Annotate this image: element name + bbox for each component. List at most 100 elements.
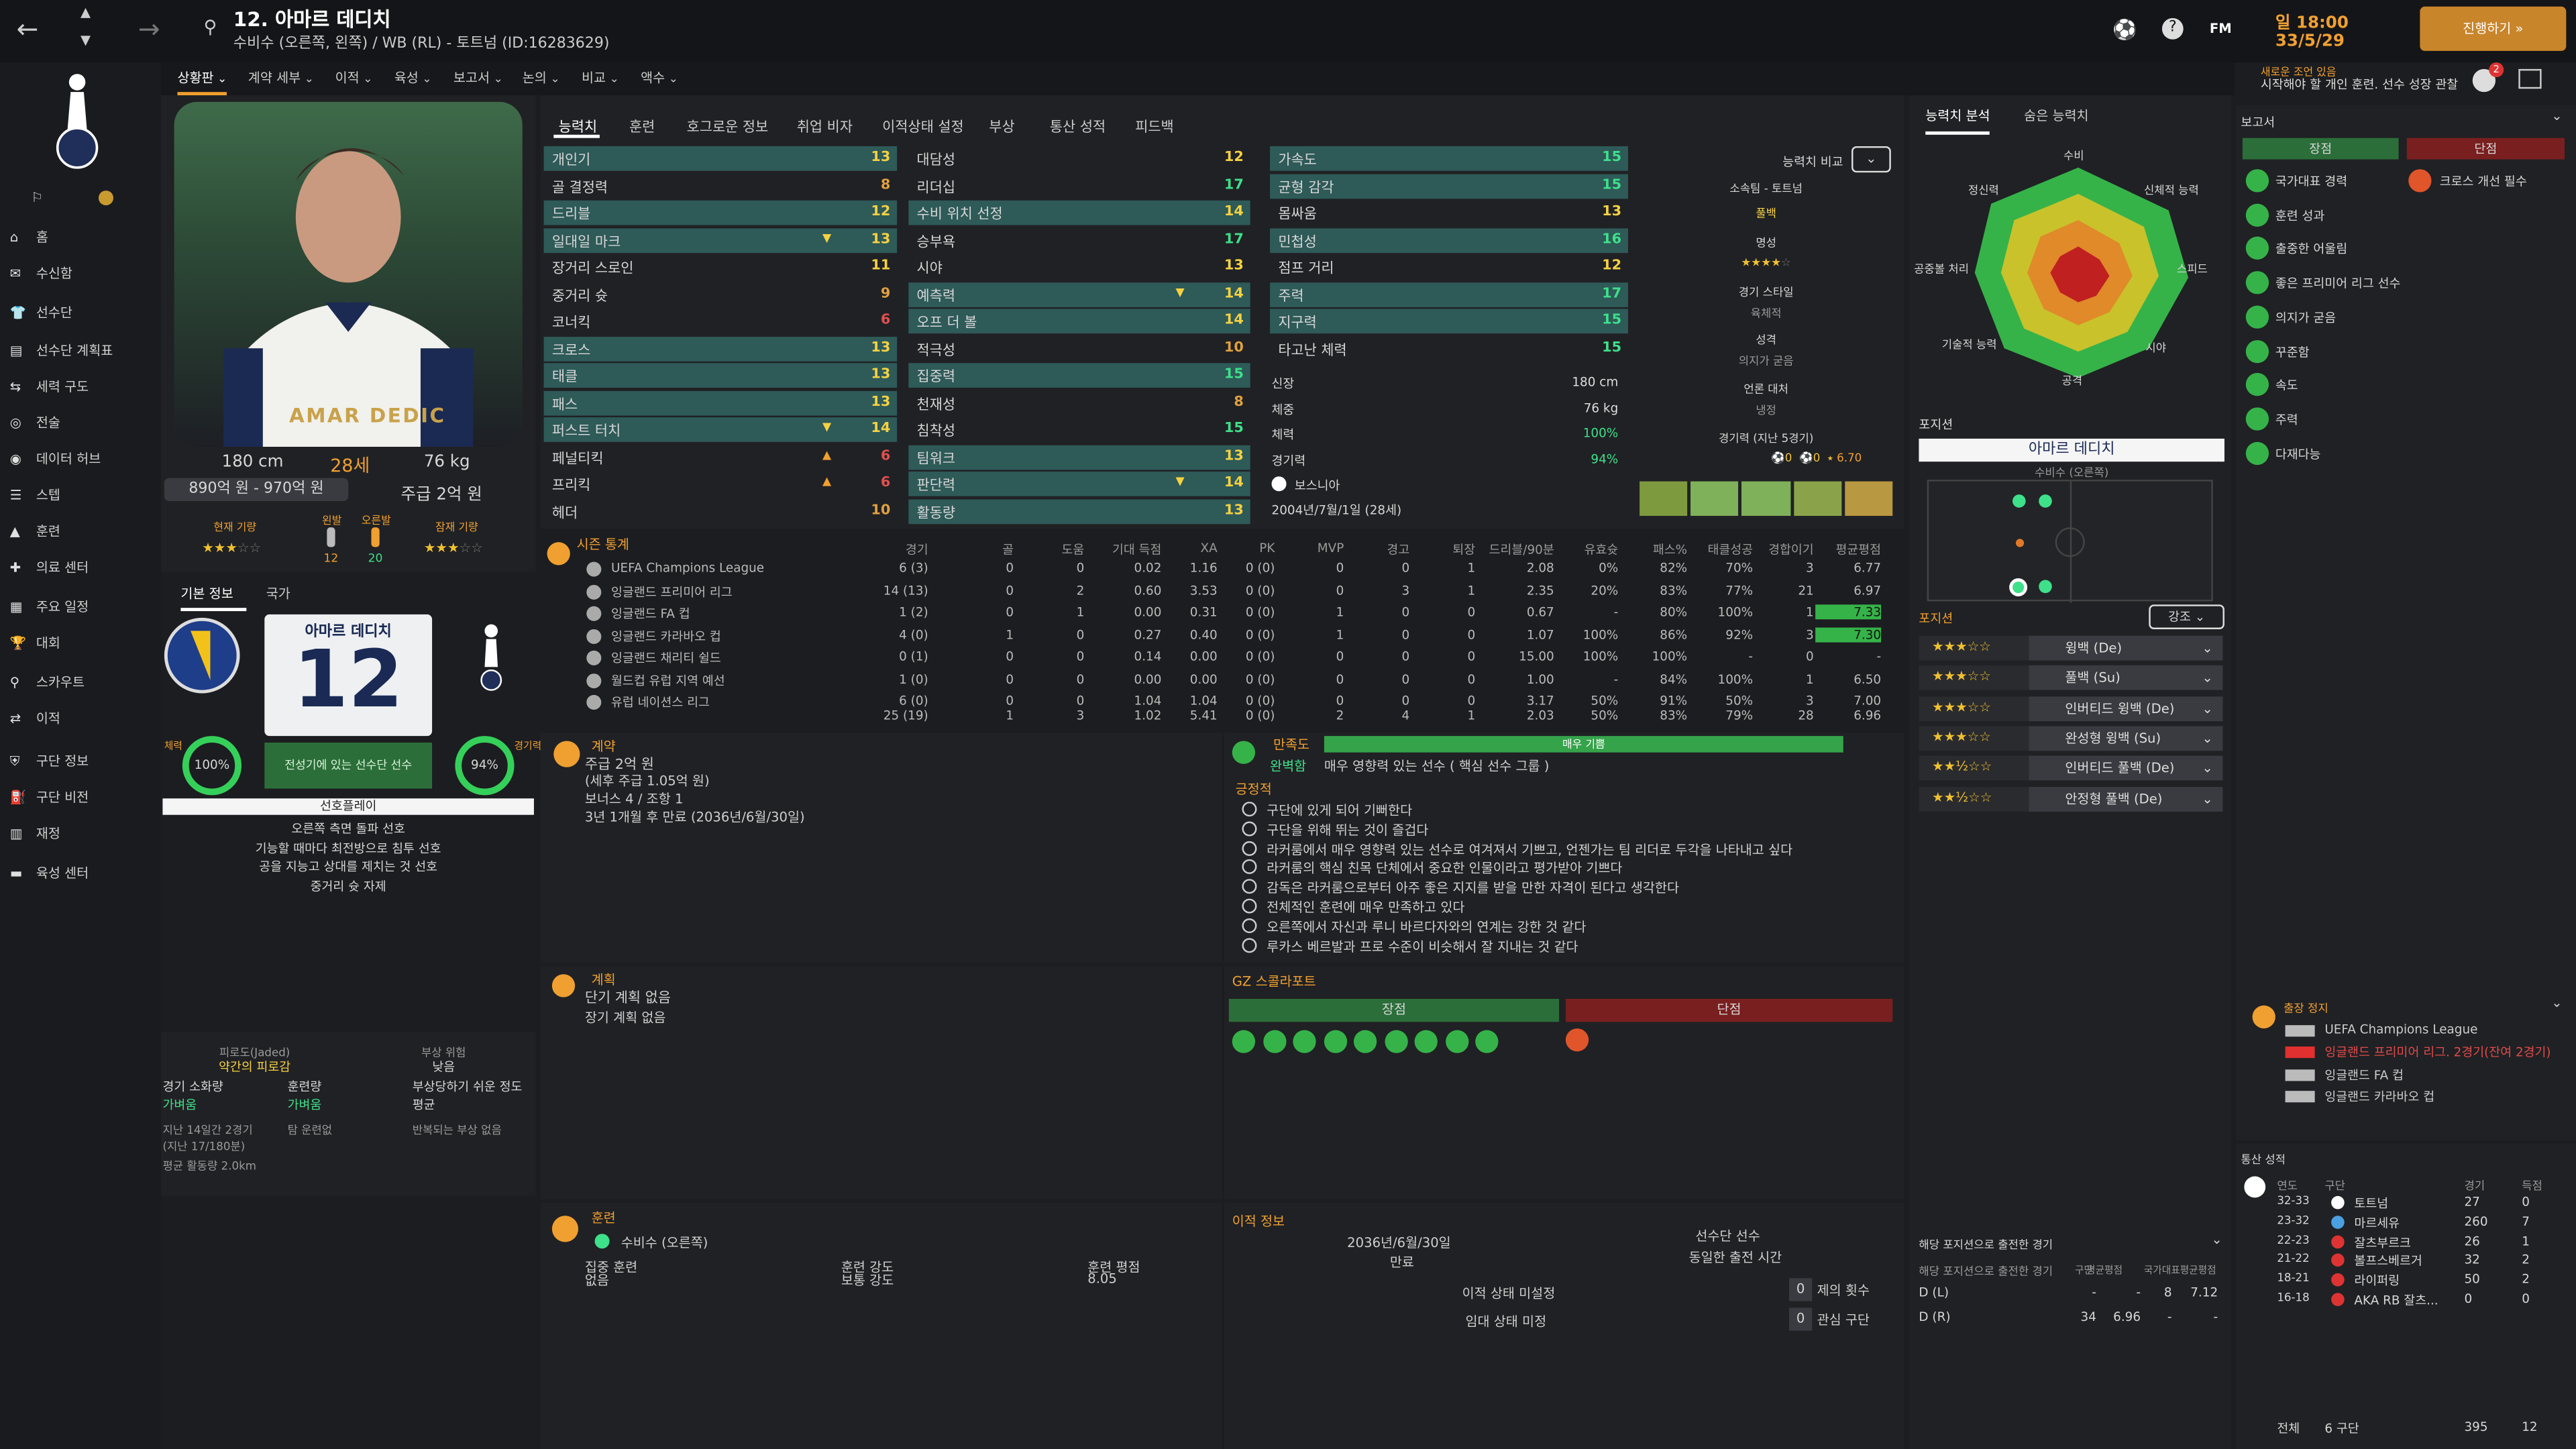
position-role-row[interactable]: ★★★☆☆ 완성형 윙백 (Su) ⌄ (1919, 726, 2223, 751)
stats-header[interactable]: 퇴장 (1452, 542, 1476, 557)
stats-header[interactable]: 경고 (1387, 542, 1410, 557)
competition-name[interactable]: UEFA Champions League (611, 560, 765, 576)
competition-name[interactable]: 잉글랜드 카라바오 컵 (611, 628, 721, 643)
role-dropdown[interactable]: 완성형 윙백 (Su) ⌄ (2029, 726, 2223, 751)
suspension-chevron-icon[interactable]: ⌄ (2551, 996, 2563, 1011)
attribute-row[interactable]: 리더십 17 (908, 173, 1250, 198)
sidebar-item[interactable]: ▤ 선수단 계획표 (10, 341, 155, 368)
competition-name[interactable]: 월드컵 유럽 지역 예선 (611, 672, 725, 688)
training-title[interactable]: 훈련 (591, 1210, 616, 1226)
tab-3[interactable]: 취업 비자 (796, 119, 853, 137)
satisfaction-title[interactable]: 만족도 (1273, 737, 1310, 753)
sidebar-item[interactable]: ⛽ 구단 비전 (10, 789, 155, 815)
sidebar-item[interactable]: 👕 선수단 (10, 304, 155, 330)
attribute-row[interactable]: 팀워크 13 (908, 444, 1250, 470)
career-club[interactable]: 라이퍼링 (2354, 1273, 2400, 1289)
suspension-title[interactable]: 출장 정지 (2284, 1002, 2328, 1016)
attribute-row[interactable]: 퍼스트 터치 14 ▼ (543, 417, 898, 442)
search-icon[interactable]: ⚲ (203, 16, 217, 38)
attribute-row[interactable]: 골 결정력 8 (544, 173, 898, 198)
contract-title[interactable]: 계약 (591, 739, 616, 755)
scout-title[interactable]: GZ 스콜라포트 (1232, 974, 1316, 989)
stats-header[interactable]: XA (1200, 540, 1218, 555)
position-role-row[interactable]: ★★½☆☆ 안정형 풀백 (De) ⌄ (1919, 786, 2223, 811)
nav-item[interactable]: 보고서 ⌄ (453, 70, 503, 86)
attribute-row[interactable]: 활동량 13 (908, 498, 1250, 524)
role-dropdown[interactable]: 안정형 풀백 (De) ⌄ (2029, 786, 2223, 811)
attribute-row[interactable]: 판단력 14 ▼ (908, 471, 1250, 496)
nav-up-icon[interactable]: ▲ (80, 5, 91, 20)
help-icon[interactable]: ? (2161, 17, 2184, 40)
stats-header[interactable]: 평균평점 (1835, 542, 1882, 557)
club-icon[interactable]: ⚽ (2112, 17, 2138, 42)
attribute-row[interactable]: 침착성 15 (908, 417, 1250, 442)
report-chevron-icon[interactable]: ⌄ (2551, 108, 2563, 123)
pos-games-chevron-icon[interactable]: ⌄ (2211, 1232, 2222, 1247)
tab-6[interactable]: 통산 성적 (1049, 119, 1106, 137)
sidebar-item[interactable]: ✚ 의료 센터 (10, 559, 155, 585)
role-dropdown[interactable]: 인버티드 윙백 (De) ⌄ (2029, 696, 2223, 721)
role-dropdown[interactable]: 윙백 (De) ⌄ (2029, 635, 2223, 661)
career-club[interactable]: 잘츠부르크 (2354, 1234, 2411, 1250)
attribute-row[interactable]: 중거리 슛 9 (544, 282, 898, 307)
compare-dropdown[interactable]: ⌄ (1851, 146, 1891, 173)
attribute-row[interactable]: 예측력 14 ▼ (908, 282, 1250, 307)
attribute-row[interactable]: 크로스 13 (543, 335, 898, 361)
strength-dropdown[interactable]: 강조 ⌄ (2149, 604, 2224, 629)
competition-name[interactable]: 잉글랜드 FA 컵 (611, 606, 690, 621)
attribute-row[interactable]: 개인기 13 (543, 146, 898, 171)
attribute-row[interactable]: 가속도 15 (1270, 146, 1628, 171)
competition-name[interactable]: 유럽 네이션스 리그 (611, 694, 710, 710)
tab-basic-info[interactable]: 기본 정보 (180, 585, 247, 612)
attribute-row[interactable]: 민첩성 16 (1270, 227, 1628, 252)
nav-down-icon[interactable]: ▼ (80, 32, 91, 48)
sidebar-item[interactable]: ◎ 전술 (10, 414, 155, 440)
sidebar-item[interactable]: ⚲ 스카우트 (10, 674, 155, 700)
attribute-row[interactable]: 패스 13 (543, 390, 898, 415)
position-role-row[interactable]: ★★★☆☆ 인버티드 윙백 (De) ⌄ (1919, 696, 2223, 721)
position-role-row[interactable]: ★★★☆☆ 윙백 (De) ⌄ (1919, 635, 2223, 661)
attribute-row[interactable]: 일대일 마크 13 ▼ (543, 227, 898, 252)
position-role-row[interactable]: ★★★☆☆ 풀백 (Su) ⌄ (1919, 665, 2223, 691)
continue-button[interactable]: 진행하기 » (2420, 6, 2567, 51)
stats-header[interactable]: 패스% (1652, 542, 1688, 557)
attribute-row[interactable]: 타고난 체력 15 (1270, 336, 1628, 361)
notice-text[interactable]: 시작해야 할 개인 훈련. 선수 성장 관찰 (2260, 77, 2459, 93)
attribute-row[interactable]: 시야 13 (908, 255, 1250, 280)
role-dropdown[interactable]: 인버티드 풀백 (De) ⌄ (2029, 755, 2223, 781)
sidebar-item[interactable]: ⇆ 세력 구도 (10, 378, 155, 404)
sidebar-item[interactable]: ▬ 육성 센터 (10, 864, 155, 890)
attribute-row[interactable]: 승부욕 17 (908, 227, 1250, 252)
sidebar-item[interactable]: ☰ 스텝 (10, 486, 155, 513)
sidebar-item[interactable]: ⇄ 이적 (10, 710, 155, 736)
stats-header[interactable]: MVP (1317, 540, 1344, 555)
nav-item[interactable]: 이적 ⌄ (335, 70, 373, 86)
tab-7[interactable]: 피드백 (1135, 119, 1174, 137)
tab-0[interactable]: 능력치 (558, 119, 598, 137)
attribute-row[interactable]: 페널티킥 6 ▲ (544, 444, 898, 469)
attribute-row[interactable]: 몸싸움 13 (1270, 201, 1628, 225)
sidebar-item[interactable]: ▦ 주요 일정 (10, 598, 155, 624)
sidebar-item[interactable]: ⛨ 구단 정보 (10, 753, 155, 779)
stats-header[interactable]: 도움 (1061, 542, 1085, 557)
nav-item[interactable]: 비교 ⌄ (581, 70, 619, 86)
transfer-title[interactable]: 이적 정보 (1232, 1214, 1285, 1229)
value-box[interactable]: 890억 원 - 970억 원 (164, 478, 349, 501)
nav-item[interactable]: 액수 ⌄ (641, 70, 679, 86)
back-icon[interactable]: ← (16, 13, 39, 45)
attribute-row[interactable]: 오프 더 볼 14 (908, 309, 1250, 334)
attribute-row[interactable]: 대담성 12 (908, 146, 1250, 171)
sidebar-item[interactable]: ◉ 데이터 허브 (10, 450, 155, 476)
position-role-row[interactable]: ★★½☆☆ 인버티드 풀백 (De) ⌄ (1919, 755, 2223, 781)
stats-header[interactable]: 유효슛 (1584, 542, 1619, 557)
sidebar-item[interactable]: ✉ 수신함 (10, 264, 155, 290)
attribute-row[interactable]: 집중력 15 (908, 363, 1250, 388)
attribute-row[interactable]: 장거리 스로인 11 (544, 255, 898, 280)
tab-nation[interactable]: 국가 (266, 586, 290, 602)
tab-4[interactable]: 이적상태 설정 (882, 119, 964, 137)
sidebar-item[interactable]: ⌂ 홈 (10, 228, 155, 254)
career-club[interactable]: 토트넘 (2354, 1195, 2389, 1211)
positions-list-title[interactable]: 포지션 (1919, 611, 1953, 627)
competition-name[interactable]: 잉글랜드 프리미어 리그 (611, 584, 733, 599)
competition-name[interactable]: 잉글랜드 채리티 쉴드 (611, 650, 721, 665)
